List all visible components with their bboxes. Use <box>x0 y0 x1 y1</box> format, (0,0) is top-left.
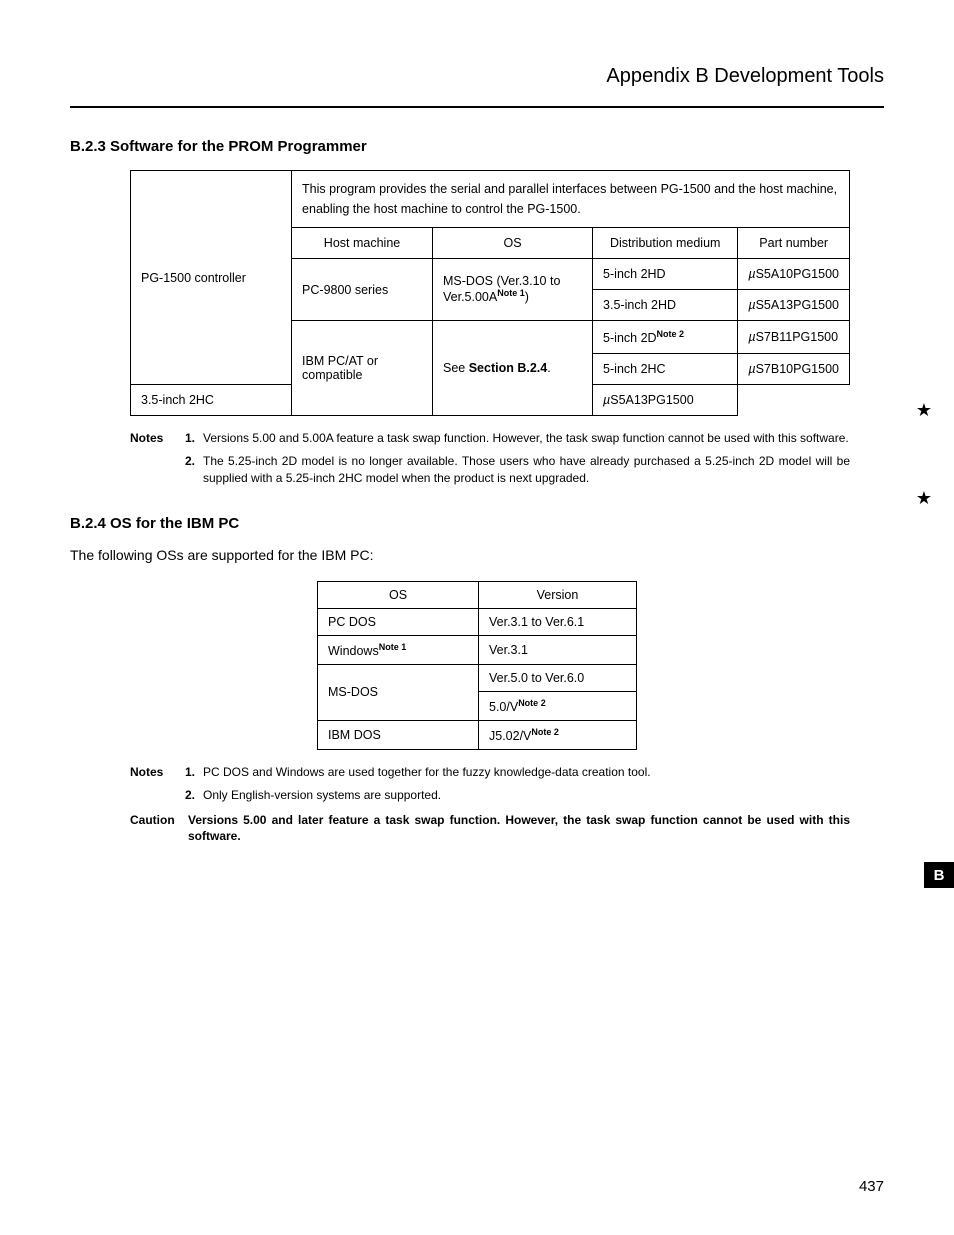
os-section-ref: Section B.2.4 <box>469 361 548 375</box>
col-host-machine: Host machine <box>292 228 433 259</box>
cell-part: µS7B11PG1500 <box>738 321 850 354</box>
os-text-post: . <box>547 361 550 375</box>
star-icon: ★ <box>916 400 932 421</box>
cell-os: PC DOS <box>318 608 479 635</box>
cell-part: µS5A10PG1500 <box>738 259 850 290</box>
col-os: OS <box>318 581 479 608</box>
part-text: S7B11PG1500 <box>756 330 838 344</box>
cell-host: IBM PC/AT or compatible <box>292 321 433 416</box>
page-container: Appendix B Development Tools B.2.3 Softw… <box>0 0 954 1235</box>
caution-label: Caution <box>130 812 188 846</box>
cell-os: MS-DOS (Ver.3.10 to Ver.5.00ANote 1) <box>433 259 593 321</box>
cell-os: MS-DOS <box>318 664 479 720</box>
prom-programmer-table: PG-1500 controller This program provides… <box>130 170 850 416</box>
cell-version: Ver.3.1 <box>479 635 637 664</box>
mu-prefix: µ <box>748 362 755 376</box>
appendix-tab: B <box>924 862 954 888</box>
col-part-number: Part number <box>738 228 850 259</box>
mu-prefix: µ <box>748 298 755 312</box>
caution-block: Caution Versions 5.00 and later feature … <box>130 812 850 846</box>
cell-media: 5-inch 2HC <box>593 354 738 385</box>
cell-part: µS5A13PG1500 <box>738 290 850 321</box>
controller-description: This program provides the serial and par… <box>292 171 850 228</box>
note-number: 1. <box>185 764 203 781</box>
notes-label: Notes <box>130 764 185 781</box>
header-rule <box>70 106 884 108</box>
ver-note-ref: Note 2 <box>531 727 559 737</box>
cell-media: 5-inch 2HD <box>593 259 738 290</box>
media-note-ref: Note 2 <box>657 329 685 339</box>
note-text: Only English-version systems are support… <box>203 787 850 804</box>
table-row: MS-DOS Ver.5.0 to Ver.6.0 <box>318 664 637 691</box>
os-table: OS Version PC DOS Ver.3.1 to Ver.6.1 Win… <box>317 581 637 750</box>
controller-label: PG-1500 controller <box>131 171 292 385</box>
table-row: PG-1500 controller This program provides… <box>131 171 850 228</box>
part-text: S5A13PG1500 <box>756 298 839 312</box>
note-row: 2. Only English-version systems are supp… <box>130 787 850 804</box>
ver-note-ref: Note 2 <box>518 698 546 708</box>
cell-os: WindowsNote 1 <box>318 635 479 664</box>
page-number: 437 <box>859 1178 884 1195</box>
b23-notes: Notes 1. Versions 5.00 and 5.00A feature… <box>130 430 850 486</box>
os-note-ref: Note 1 <box>379 642 407 652</box>
cell-part: µS7B10PG1500 <box>738 354 850 385</box>
note-number: 2. <box>185 787 203 804</box>
table-row: WindowsNote 1 Ver.3.1 <box>318 635 637 664</box>
col-version: Version <box>479 581 637 608</box>
section-b24-heading: B.2.4 OS for the IBM PC <box>70 515 884 532</box>
os-note-ref: Note 1 <box>497 288 525 298</box>
os-text-post: ) <box>525 291 529 305</box>
cell-host: PC-9800 series <box>292 259 433 321</box>
page-header: Appendix B Development Tools <box>70 65 884 88</box>
note-text: PC DOS and Windows are used together for… <box>203 764 850 781</box>
ver-text: J5.02/V <box>489 729 531 743</box>
os-text: See <box>443 361 469 375</box>
notes-label-spacer <box>130 453 185 487</box>
cell-media: 3.5-inch 2HC <box>131 385 292 416</box>
cell-media: 5-inch 2DNote 2 <box>593 321 738 354</box>
note-row: Notes 1. Versions 5.00 and 5.00A feature… <box>130 430 850 447</box>
cell-version: Ver.5.0 to Ver.6.0 <box>479 664 637 691</box>
table-row: OS Version <box>318 581 637 608</box>
cell-os: See Section B.2.4. <box>433 321 593 416</box>
section-b23-heading: B.2.3 Software for the PROM Programmer <box>70 138 884 155</box>
cell-version: J5.02/VNote 2 <box>479 720 637 749</box>
notes-label: Notes <box>130 430 185 447</box>
b24-intro: The following OSs are supported for the … <box>70 547 884 563</box>
cell-version: 5.0/VNote 2 <box>479 691 637 720</box>
media-text: 5-inch 2D <box>603 331 657 345</box>
cell-part: µS5A13PG1500 <box>593 385 738 416</box>
note-text: Versions 5.00 and 5.00A feature a task s… <box>203 430 850 447</box>
os-text: Windows <box>328 644 379 658</box>
ver-text: 5.0/V <box>489 700 518 714</box>
part-text: S7B10PG1500 <box>756 362 839 376</box>
mu-prefix: µ <box>748 330 755 344</box>
caution-text: Versions 5.00 and later feature a task s… <box>188 812 850 846</box>
star-icon: ★ <box>916 488 932 509</box>
b24-notes: Notes 1. PC DOS and Windows are used tog… <box>130 764 850 804</box>
table-row: IBM DOS J5.02/VNote 2 <box>318 720 637 749</box>
note-number: 1. <box>185 430 203 447</box>
col-distribution: Distribution medium <box>593 228 738 259</box>
col-os: OS <box>433 228 593 259</box>
table-row: PC DOS Ver.3.1 to Ver.6.1 <box>318 608 637 635</box>
part-text: S5A13PG1500 <box>610 393 693 407</box>
note-row: 2. The 5.25-inch 2D model is no longer a… <box>130 453 850 487</box>
notes-label-spacer <box>130 787 185 804</box>
note-text: The 5.25-inch 2D model is no longer avai… <box>203 453 850 487</box>
cell-os: IBM DOS <box>318 720 479 749</box>
cell-version: Ver.3.1 to Ver.6.1 <box>479 608 637 635</box>
part-text: S5A10PG1500 <box>756 267 839 281</box>
note-number: 2. <box>185 453 203 487</box>
cell-media: 3.5-inch 2HD <box>593 290 738 321</box>
mu-prefix: µ <box>748 267 755 281</box>
note-row: Notes 1. PC DOS and Windows are used tog… <box>130 764 850 781</box>
